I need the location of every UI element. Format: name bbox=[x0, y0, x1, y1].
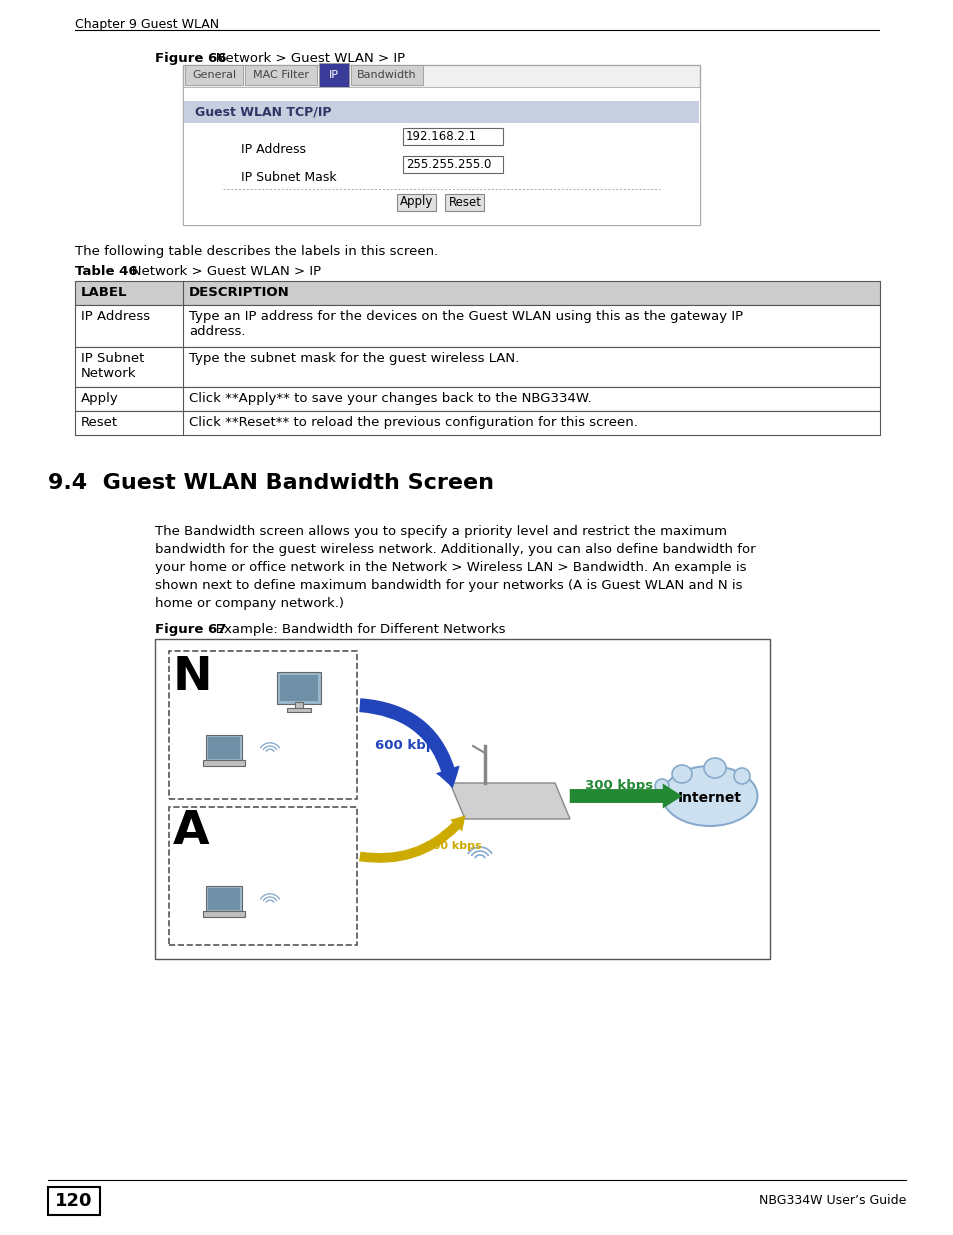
Text: Type an IP address for the devices on the Guest WLAN using this as the gateway I: Type an IP address for the devices on th… bbox=[189, 310, 742, 338]
Text: Figure 66: Figure 66 bbox=[154, 52, 226, 65]
Text: Network > Guest WLAN > IP: Network > Guest WLAN > IP bbox=[203, 52, 405, 65]
Bar bbox=[183, 65, 700, 225]
Bar bbox=[154, 638, 769, 960]
Text: Click **Apply** to save your changes back to the NBG334W.: Click **Apply** to save your changes bac… bbox=[189, 391, 591, 405]
Bar bbox=[318, 63, 349, 86]
Text: IP Address: IP Address bbox=[241, 143, 306, 156]
Text: Example: Bandwidth for Different Networks: Example: Bandwidth for Different Network… bbox=[203, 622, 505, 636]
Text: bandwidth for the guest wireless network. Additionally, you can also define band: bandwidth for the guest wireless network… bbox=[154, 543, 755, 556]
Text: Apply: Apply bbox=[81, 391, 118, 405]
Bar bbox=[245, 65, 316, 85]
Bar bbox=[185, 65, 243, 85]
Text: IP Subnet
Network: IP Subnet Network bbox=[81, 352, 144, 380]
Bar bbox=[294, 701, 303, 710]
Text: 100 kbps: 100 kbps bbox=[424, 841, 481, 851]
Ellipse shape bbox=[671, 764, 691, 783]
Text: Click **Reset** to reload the previous configuration for this screen.: Click **Reset** to reload the previous c… bbox=[189, 416, 638, 429]
Text: Guest WLAN TCP/IP: Guest WLAN TCP/IP bbox=[194, 105, 331, 119]
Text: home or company network.): home or company network.) bbox=[154, 597, 344, 610]
Text: 600 kbps: 600 kbps bbox=[375, 739, 442, 752]
FancyBboxPatch shape bbox=[48, 1187, 100, 1215]
Text: IP: IP bbox=[329, 70, 338, 80]
Bar bbox=[287, 708, 311, 713]
Text: Network > Guest WLAN > IP: Network > Guest WLAN > IP bbox=[119, 266, 321, 278]
Bar bbox=[208, 888, 240, 910]
Text: Chapter 9 Guest WLAN: Chapter 9 Guest WLAN bbox=[75, 19, 219, 31]
Bar bbox=[280, 676, 317, 701]
Text: shown next to define maximum bandwidth for your networks (A is Guest WLAN and N : shown next to define maximum bandwidth f… bbox=[154, 579, 741, 592]
FancyBboxPatch shape bbox=[206, 887, 242, 911]
Bar bbox=[75, 411, 879, 435]
Bar bbox=[75, 282, 879, 305]
Ellipse shape bbox=[733, 768, 749, 784]
FancyArrowPatch shape bbox=[358, 815, 465, 863]
FancyBboxPatch shape bbox=[276, 672, 320, 704]
Text: Reset: Reset bbox=[81, 416, 118, 429]
Bar bbox=[208, 737, 240, 758]
Text: NBG334W User’s Guide: NBG334W User’s Guide bbox=[758, 1194, 905, 1208]
Bar bbox=[402, 156, 502, 173]
Text: MAC Filter: MAC Filter bbox=[253, 70, 309, 80]
FancyArrowPatch shape bbox=[569, 783, 681, 809]
Bar bbox=[184, 101, 699, 124]
FancyArrowPatch shape bbox=[359, 698, 459, 788]
Text: The Bandwidth screen allows you to specify a priority level and restrict the max: The Bandwidth screen allows you to speci… bbox=[154, 525, 726, 538]
Bar bbox=[169, 806, 356, 945]
Bar bbox=[183, 86, 700, 225]
Text: LABEL: LABEL bbox=[81, 287, 128, 300]
Text: 300 kbps: 300 kbps bbox=[584, 779, 653, 792]
Text: The following table describes the labels in this screen.: The following table describes the labels… bbox=[75, 245, 437, 258]
Ellipse shape bbox=[661, 766, 757, 826]
Text: IP Subnet Mask: IP Subnet Mask bbox=[241, 170, 336, 184]
FancyBboxPatch shape bbox=[203, 910, 244, 916]
Bar bbox=[75, 387, 879, 411]
Text: Table 46: Table 46 bbox=[75, 266, 137, 278]
Text: 120: 120 bbox=[55, 1192, 92, 1210]
Text: 192.168.2.1: 192.168.2.1 bbox=[406, 130, 476, 142]
Text: Apply: Apply bbox=[400, 195, 434, 209]
Ellipse shape bbox=[703, 758, 725, 778]
Bar bbox=[402, 128, 502, 144]
Text: A: A bbox=[172, 809, 210, 853]
FancyBboxPatch shape bbox=[397, 194, 436, 210]
Text: your home or office network in the Network > Wireless LAN > Bandwidth. An exampl: your home or office network in the Netwo… bbox=[154, 561, 745, 574]
Text: 255.255.255.0: 255.255.255.0 bbox=[406, 158, 491, 170]
FancyBboxPatch shape bbox=[445, 194, 484, 210]
Text: N: N bbox=[172, 655, 213, 700]
Text: Bandwidth: Bandwidth bbox=[356, 70, 416, 80]
Bar bbox=[75, 347, 879, 387]
Polygon shape bbox=[450, 783, 569, 819]
Text: DESCRIPTION: DESCRIPTION bbox=[189, 287, 290, 300]
Ellipse shape bbox=[655, 779, 668, 793]
Text: General: General bbox=[192, 70, 235, 80]
Text: Figure 67: Figure 67 bbox=[154, 622, 226, 636]
Bar bbox=[75, 305, 879, 347]
FancyBboxPatch shape bbox=[206, 735, 242, 761]
Text: 9.4  Guest WLAN Bandwidth Screen: 9.4 Guest WLAN Bandwidth Screen bbox=[48, 473, 494, 493]
Bar bbox=[169, 651, 356, 799]
FancyBboxPatch shape bbox=[203, 760, 244, 766]
Text: Reset: Reset bbox=[448, 195, 481, 209]
Text: Type the subnet mask for the guest wireless LAN.: Type the subnet mask for the guest wirel… bbox=[189, 352, 518, 366]
Text: IP Address: IP Address bbox=[81, 310, 150, 324]
Text: Internet: Internet bbox=[678, 790, 741, 805]
Bar bbox=[351, 65, 422, 85]
